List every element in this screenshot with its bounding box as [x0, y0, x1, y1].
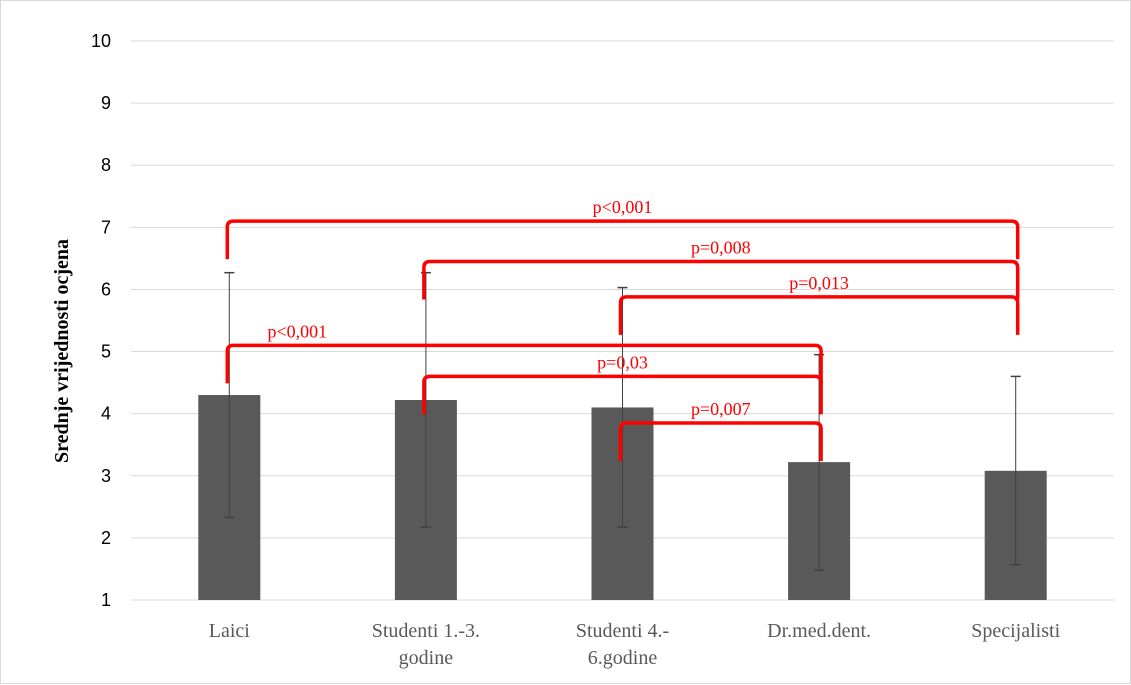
significance-label: p=0,03	[597, 352, 648, 372]
error-bars	[224, 271, 1021, 571]
significance-bracket	[618, 421, 823, 461]
y-tick-label: 7	[101, 217, 111, 237]
y-axis-title: Srednje vrijednosti ocjena	[51, 239, 73, 463]
significance-label: p<0,001	[593, 197, 653, 217]
y-tick-label: 9	[101, 93, 111, 113]
significance-bracket	[422, 374, 823, 415]
y-tick-label: 3	[101, 466, 111, 486]
significance-bracket	[422, 259, 1020, 300]
y-tick-label: 6	[101, 279, 111, 299]
significance-brackets: p<0,001 p=0,008 p=0,013 p<0,001 p=0,03 p=0,00…	[225, 197, 1020, 461]
category-labels: Laici Studenti 1.-3. godine Studenti 4.-6.g…	[209, 620, 1061, 669]
category-label: Studenti 4.-6.godine	[576, 620, 669, 669]
category-label: Dr.med.dent.	[767, 620, 871, 642]
y-tick-label: 4	[101, 404, 111, 424]
y-tick-label: 8	[101, 155, 111, 175]
significance-label: p=0,007	[691, 399, 751, 419]
category-label: Laici	[209, 620, 251, 642]
significance-bracket	[618, 295, 1020, 335]
y-tick-label: 10	[91, 31, 111, 51]
y-tick-label: 5	[101, 342, 111, 362]
significance-bracket	[225, 219, 1020, 260]
y-tick-labels: 1 2 3 4 5 6 7 8 9 10	[91, 31, 111, 610]
category-label: Studenti 1.-3. godine	[372, 620, 480, 669]
y-tick-label: 1	[101, 590, 111, 610]
category-label: Specijalisti	[971, 620, 1060, 642]
significance-label: p<0,001	[267, 321, 327, 341]
significance-label: p=0,008	[691, 237, 751, 257]
y-tick-label: 2	[101, 528, 111, 548]
significance-bracket	[225, 343, 823, 384]
significance-label: p=0,013	[789, 273, 849, 293]
